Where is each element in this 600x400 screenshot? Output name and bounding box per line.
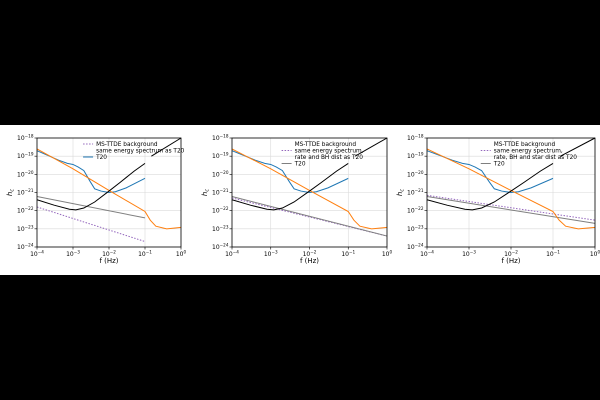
- y-tick-label: 10−22: [17, 206, 34, 215]
- x-axis-label: f (Hz): [300, 257, 319, 265]
- y-tick-label: 10−19: [17, 152, 34, 161]
- x-tick-label: 10−3: [66, 250, 80, 259]
- x-tick-label: 100: [590, 250, 600, 259]
- x-axis-label: f (Hz): [501, 257, 520, 265]
- x-tick-label: 10−3: [462, 250, 476, 259]
- y-axis-label: hc: [396, 189, 406, 196]
- series-line-2: [426, 150, 554, 194]
- series-line-3: [231, 196, 388, 237]
- x-tick-label: 10−4: [225, 250, 239, 259]
- legend-label: T20: [493, 162, 505, 168]
- series-line-5: [36, 162, 146, 211]
- x-tick-label: 10−4: [30, 250, 44, 259]
- series-line-2: [231, 150, 349, 194]
- y-tick-label: 10−21: [212, 188, 229, 197]
- chart-panel-1: 10−4 10−3 10−2 10−1 100 10−24 10−23 10−22 10−21 1…: [6, 134, 186, 266]
- x-tick-label: 10−1: [546, 250, 560, 259]
- x-tick-label: 10−2: [102, 250, 116, 259]
- y-tick-label: 10−18: [17, 134, 34, 143]
- y-tick-label: 10−23: [212, 224, 229, 233]
- chart-panel-2: 10−4 10−3 10−2 10−1 100 10−24 10−23 10−22 10−21 1…: [201, 134, 392, 266]
- legend-label: same energy spectrum as T20: [96, 149, 185, 155]
- y-tick-label: 10−22: [212, 206, 229, 215]
- series-line-4: [426, 148, 596, 230]
- x-tick-label: 100: [176, 250, 187, 259]
- y-tick-label: 10−20: [407, 170, 424, 179]
- legend-label: same energy spectrum,: [295, 149, 364, 155]
- y-tick-label: 10−24: [212, 243, 229, 252]
- legend-label: same energy spectrum,: [494, 149, 563, 155]
- legend-label: rate and BH dist as T20: [295, 155, 364, 161]
- y-tick-label: 10−18: [212, 134, 229, 143]
- series-line-4: [231, 148, 388, 230]
- chart-panel-3: 10−4 10−3 10−2 10−1 100 10−24 10−23 10−22 10−21 1…: [396, 134, 600, 266]
- series-line-4: [36, 148, 182, 230]
- x-tick-label: 10−2: [303, 250, 317, 259]
- y-tick-label: 10−19: [212, 152, 229, 161]
- x-tick-label: 10−4: [420, 250, 434, 259]
- legend-label: T20: [95, 155, 107, 161]
- legend-label: MS-TTDE background: [295, 142, 357, 148]
- series-line-3: [36, 196, 146, 219]
- y-tick-label: 10−21: [17, 188, 34, 197]
- series-line-2: [36, 150, 146, 194]
- legend-label: T20: [294, 162, 306, 168]
- series-line-1: [36, 206, 146, 243]
- y-tick-label: 10−20: [212, 170, 229, 179]
- legend-label: rate, BH and star dist as T20: [494, 155, 578, 161]
- x-tick-label: 10−1: [138, 250, 152, 259]
- white-figure-band: [0, 125, 600, 275]
- y-tick-label: 10−22: [407, 206, 424, 215]
- x-tick-label: 10−2: [504, 250, 518, 259]
- series-line-3: [426, 196, 596, 224]
- legend-label: MS-TTDE background: [494, 142, 556, 148]
- series-line-5: [231, 162, 349, 211]
- y-tick-label: 10−23: [17, 224, 34, 233]
- y-tick-label: 10−23: [407, 224, 424, 233]
- y-tick-label: 10−18: [407, 134, 424, 143]
- y-axis-label: hc: [6, 189, 16, 196]
- x-tick-label: 100: [382, 250, 393, 259]
- x-tick-label: 10−3: [264, 250, 278, 259]
- series-line-6: [354, 137, 388, 157]
- series-line-1: [426, 194, 596, 221]
- x-axis-label: f (Hz): [99, 257, 118, 265]
- y-tick-label: 10−24: [407, 243, 424, 252]
- y-tick-label: 10−19: [407, 152, 424, 161]
- y-tick-label: 10−20: [17, 170, 34, 179]
- series-line-5: [426, 162, 554, 211]
- y-axis-label: hc: [201, 189, 211, 196]
- y-tick-label: 10−24: [17, 243, 34, 252]
- series-line-6: [151, 137, 182, 157]
- x-tick-label: 10−1: [341, 250, 355, 259]
- legend-label: MS-TTDE background: [96, 142, 158, 148]
- series-line-6: [560, 137, 596, 157]
- y-tick-label: 10−21: [407, 188, 424, 197]
